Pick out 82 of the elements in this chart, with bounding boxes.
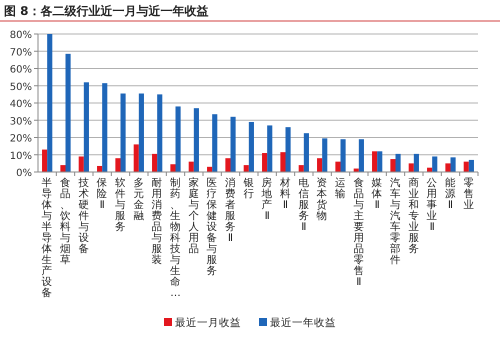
bar bbox=[102, 83, 108, 172]
bar bbox=[194, 108, 199, 172]
bar bbox=[450, 157, 456, 172]
bar bbox=[152, 154, 158, 172]
bar bbox=[298, 165, 304, 172]
bar bbox=[230, 116, 236, 172]
x-tick-label: 消费者服务Ⅱ bbox=[225, 176, 236, 244]
bar bbox=[468, 160, 474, 172]
bar bbox=[248, 122, 254, 172]
bar bbox=[134, 144, 139, 172]
y-tick-label: 30% bbox=[10, 116, 32, 128]
x-tick-label: 软件与服务 bbox=[115, 177, 126, 233]
bar bbox=[322, 138, 328, 172]
category-label: 医疗保健设备与服务 bbox=[206, 177, 218, 277]
x-tick-label: 资本货物 bbox=[316, 177, 328, 222]
bar bbox=[212, 114, 218, 172]
bar bbox=[66, 54, 71, 172]
bar bbox=[304, 133, 309, 172]
bar bbox=[358, 139, 364, 172]
x-tick-label: 食品、饮料与烟草 bbox=[59, 177, 71, 266]
bar bbox=[42, 150, 48, 172]
x-tick-label: 电信服务Ⅱ bbox=[298, 176, 310, 233]
bar bbox=[445, 163, 450, 172]
bar bbox=[464, 162, 469, 172]
bar bbox=[335, 162, 340, 172]
bar bbox=[115, 158, 120, 172]
bar bbox=[317, 158, 322, 172]
bar bbox=[427, 168, 432, 172]
chart-title: 图 8：各二级行业近一月与近一年收益 bbox=[4, 4, 209, 18]
x-tick-label: 房地产Ⅱ bbox=[260, 176, 273, 222]
bar bbox=[120, 94, 126, 172]
bar bbox=[267, 125, 272, 172]
y-tick-label: 70% bbox=[10, 47, 32, 58]
bar bbox=[60, 165, 66, 172]
bar bbox=[377, 151, 382, 172]
bar bbox=[225, 158, 230, 172]
bar bbox=[432, 156, 438, 172]
bar bbox=[170, 164, 176, 172]
legend-label: 最近一年收益 bbox=[270, 316, 336, 329]
y-tick-label: 40% bbox=[10, 99, 32, 110]
bar bbox=[286, 127, 291, 172]
bar bbox=[390, 159, 396, 172]
x-tick-label: 能源Ⅱ bbox=[445, 176, 456, 211]
y-tick-label: 0% bbox=[16, 168, 32, 179]
x-tick-label: 材料Ⅱ bbox=[279, 176, 291, 211]
legend-label: 最近一月收益 bbox=[175, 316, 241, 329]
x-tick-label: 家庭与个人用品 bbox=[188, 176, 200, 255]
x-tick-label: 公用事业Ⅱ bbox=[426, 177, 438, 233]
bar bbox=[372, 151, 378, 172]
x-tick-label: 技术硬件与设备 bbox=[77, 177, 90, 255]
y-tick-label: 80% bbox=[10, 30, 32, 41]
bar bbox=[262, 153, 268, 172]
bar bbox=[138, 94, 144, 172]
bar bbox=[188, 162, 194, 172]
x-tick-label: 耐用消费品与服装 bbox=[152, 177, 163, 266]
x-tick-label: 汽车与汽车零部件 bbox=[390, 177, 401, 266]
x-tick-label: 媒体Ⅱ bbox=[372, 177, 383, 211]
bar bbox=[340, 139, 346, 172]
bar bbox=[47, 34, 52, 172]
bar bbox=[408, 163, 414, 172]
bar bbox=[354, 168, 359, 172]
x-tick-label: 运输 bbox=[335, 176, 346, 200]
bar bbox=[78, 156, 84, 172]
y-tick-label: 60% bbox=[10, 64, 32, 76]
category-label: 食品与主要用品零售Ⅱ bbox=[353, 177, 364, 288]
bar bbox=[176, 106, 181, 172]
y-tick-label: 50% bbox=[10, 82, 32, 93]
x-tick-label: 保险Ⅱ bbox=[96, 177, 108, 211]
category-label: 制药、生物科技与生命… bbox=[170, 177, 181, 299]
x-tick-label: 银行 bbox=[242, 177, 254, 200]
bar bbox=[414, 154, 419, 172]
category-label: 半导体与半导体生产设备 bbox=[42, 177, 53, 299]
y-tick-label: 10% bbox=[10, 150, 32, 162]
y-tick-label: 20% bbox=[10, 134, 32, 144]
x-tick-label: 商业和专业服务 bbox=[408, 176, 420, 255]
x-tick-label: 多元金融 bbox=[133, 177, 144, 222]
bar bbox=[244, 165, 249, 172]
x-tick-label: 零售业 bbox=[463, 177, 474, 211]
bar bbox=[280, 152, 286, 172]
bar bbox=[396, 154, 401, 172]
bar bbox=[84, 82, 89, 172]
bar bbox=[157, 94, 162, 172]
